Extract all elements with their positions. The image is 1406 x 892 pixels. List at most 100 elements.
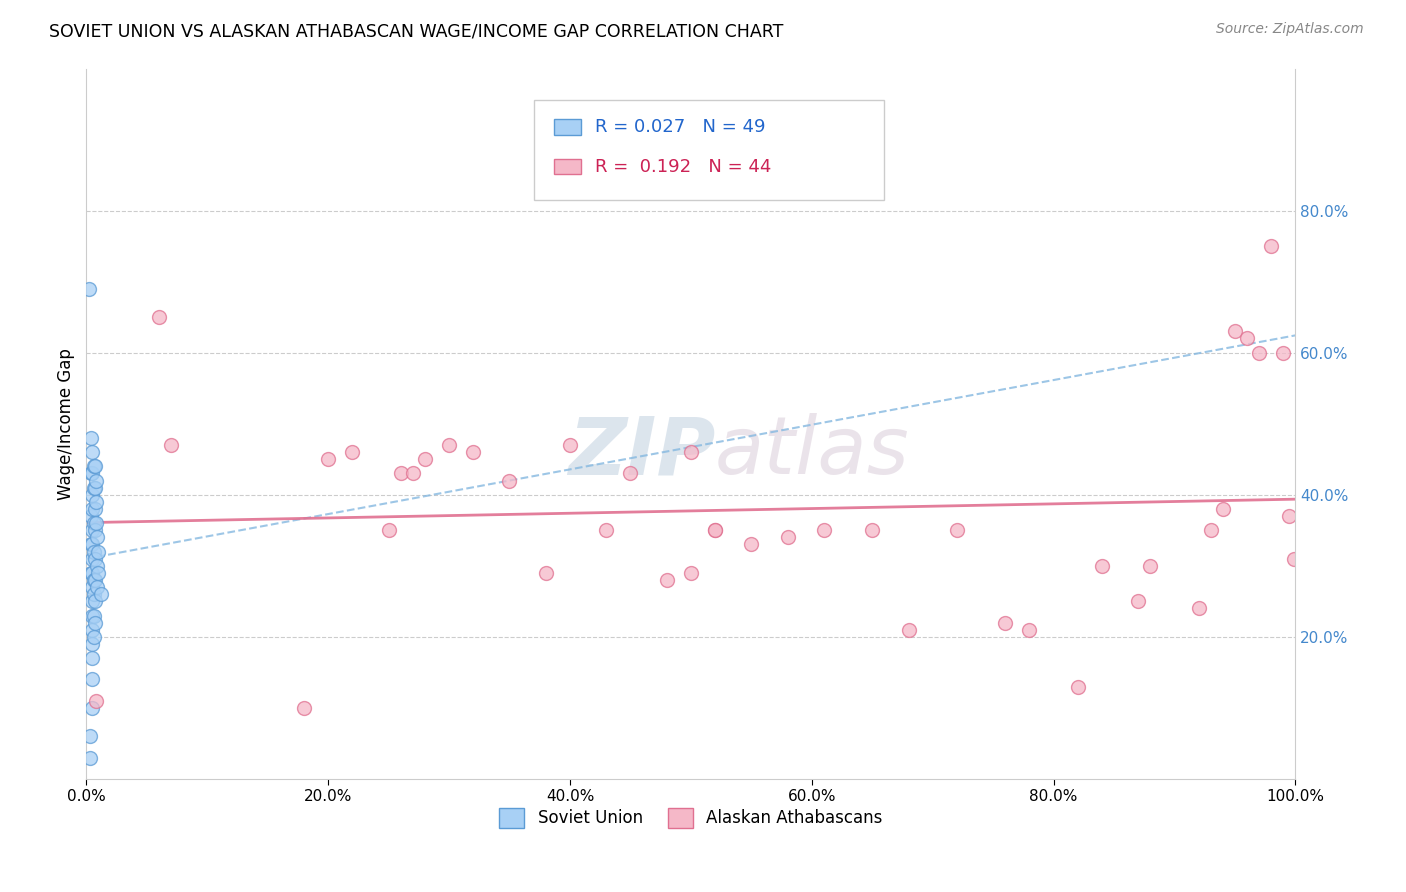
Point — [82, 566, 104, 580]
Point — [82, 502, 104, 516]
Point — [84, 474, 107, 488]
Text: R = 0.027   N = 49: R = 0.027 N = 49 — [595, 118, 766, 136]
Point — [1284, 551, 1306, 566]
Point — [83, 587, 105, 601]
Point — [87, 566, 110, 580]
Point — [82, 537, 104, 551]
Y-axis label: Wage/Income Gap: Wage/Income Gap — [58, 348, 75, 500]
Point — [679, 566, 702, 580]
Point — [1067, 680, 1090, 694]
Point — [160, 438, 183, 452]
Point — [1236, 331, 1258, 345]
Point — [1139, 558, 1161, 573]
Point — [79, 750, 101, 764]
Point — [342, 445, 364, 459]
Point — [83, 516, 105, 531]
Point — [83, 573, 105, 587]
Point — [776, 530, 799, 544]
Point — [1278, 509, 1301, 524]
Point — [86, 558, 108, 573]
Point — [82, 467, 104, 481]
Point — [558, 438, 581, 452]
Point — [86, 530, 108, 544]
Point — [402, 467, 425, 481]
Point — [80, 509, 103, 524]
Point — [82, 701, 104, 715]
Point — [84, 495, 107, 509]
Point — [84, 694, 107, 708]
Point — [83, 481, 105, 495]
Point — [80, 537, 103, 551]
Point — [292, 701, 315, 715]
Point — [82, 488, 104, 502]
Point — [77, 282, 100, 296]
Point — [413, 452, 436, 467]
Point — [82, 551, 104, 566]
Point — [83, 608, 105, 623]
Legend: Soviet Union, Alaskan Athabascans: Soviet Union, Alaskan Athabascans — [492, 801, 889, 835]
Point — [619, 467, 641, 481]
Point — [83, 544, 105, 558]
Text: atlas: atlas — [716, 413, 910, 491]
Point — [83, 551, 105, 566]
Point — [946, 523, 969, 537]
Point — [534, 566, 557, 580]
Point — [80, 467, 103, 481]
Point — [994, 615, 1017, 630]
Point — [83, 459, 105, 474]
Point — [83, 502, 105, 516]
Point — [80, 431, 103, 445]
Point — [84, 516, 107, 531]
Point — [1128, 594, 1150, 608]
Point — [679, 445, 702, 459]
Point — [83, 573, 105, 587]
Point — [655, 573, 678, 587]
Point — [1212, 502, 1234, 516]
Point — [463, 445, 485, 459]
Point — [437, 438, 460, 452]
Point — [82, 445, 104, 459]
Point — [82, 580, 104, 594]
Point — [498, 474, 520, 488]
Text: SOVIET UNION VS ALASKAN ATHABASCAN WAGE/INCOME GAP CORRELATION CHART: SOVIET UNION VS ALASKAN ATHABASCAN WAGE/… — [49, 22, 783, 40]
Point — [1018, 623, 1040, 637]
Text: ZIP: ZIP — [568, 413, 716, 491]
Point — [83, 615, 105, 630]
Text: Source: ZipAtlas.com: Source: ZipAtlas.com — [1216, 22, 1364, 37]
Text: R =  0.192   N = 44: R = 0.192 N = 44 — [595, 158, 772, 176]
FancyBboxPatch shape — [554, 159, 581, 174]
Point — [1223, 324, 1246, 338]
Point — [83, 481, 105, 495]
Point — [79, 729, 101, 743]
Point — [1199, 523, 1222, 537]
Point — [82, 623, 104, 637]
Point — [1091, 558, 1114, 573]
Point — [80, 566, 103, 580]
Point — [82, 608, 104, 623]
Point — [389, 467, 412, 481]
Point — [316, 452, 339, 467]
Point — [704, 523, 727, 537]
Point — [813, 523, 835, 537]
Point — [82, 651, 104, 665]
Point — [1260, 239, 1282, 253]
Point — [82, 673, 104, 687]
Point — [90, 587, 112, 601]
Point — [704, 523, 727, 537]
Point — [740, 537, 762, 551]
FancyBboxPatch shape — [554, 119, 581, 135]
Point — [897, 623, 920, 637]
Point — [1249, 345, 1271, 359]
Point — [1272, 345, 1295, 359]
Point — [83, 459, 105, 474]
Point — [82, 637, 104, 651]
Point — [1188, 601, 1211, 615]
Point — [148, 310, 170, 325]
Point — [83, 630, 105, 644]
Point — [87, 544, 110, 558]
Point — [83, 594, 105, 608]
FancyBboxPatch shape — [534, 101, 884, 200]
Point — [82, 594, 104, 608]
Point — [860, 523, 883, 537]
Point — [86, 580, 108, 594]
